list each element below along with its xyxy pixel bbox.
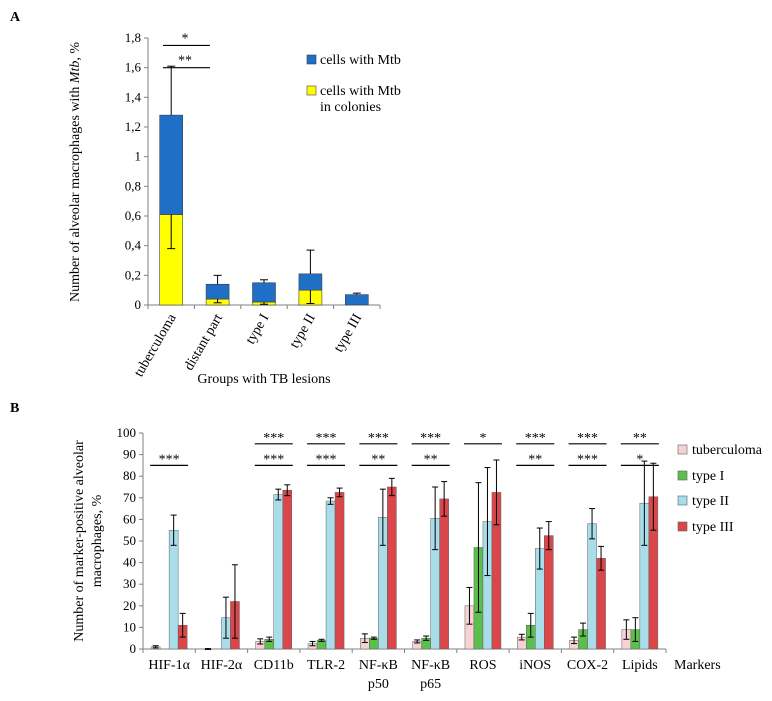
b-y-tick-label: 20 (123, 598, 136, 613)
a-y-tick-label: 1,6 (125, 60, 142, 75)
b-y-tick-label: 50 (123, 533, 136, 548)
b-y-axis-label-line2: macrophages, % (90, 494, 105, 587)
a-bar-mtb (298, 273, 323, 291)
panel-b-label: B (10, 401, 19, 416)
b-category-label: NF-κB (359, 658, 398, 673)
a-legend-swatch (306, 54, 317, 65)
b-bar (325, 500, 336, 650)
a-legend-label: cells with Mtb (320, 53, 401, 68)
b-category-label: iNOS (519, 658, 551, 673)
b-category-label: Lipids (622, 658, 658, 673)
a-significance-label: ** (178, 54, 192, 69)
b-significance-label: *** (420, 431, 441, 446)
a-y-tick-label: 1 (135, 149, 142, 164)
b-category-label: COX-2 (567, 658, 608, 673)
b-bar (587, 523, 597, 650)
b-category-label: HIF-1α (148, 658, 190, 673)
a-y-tick-label: 0,8 (125, 178, 141, 193)
b-y-tick-label: 0 (130, 641, 137, 656)
b-legend-label: type I (692, 469, 725, 484)
a-bar-mtb (205, 283, 230, 300)
b-bar (439, 498, 449, 650)
b-y-tick-label: 70 (123, 490, 136, 505)
b-significance-label: *** (577, 452, 598, 467)
b-legend-swatch (677, 470, 688, 481)
b-significance-label: *** (263, 452, 284, 467)
b-significance-label: ** (528, 452, 542, 467)
b-bar (544, 535, 554, 650)
a-category-label: type III (331, 311, 365, 355)
a-bar-mtb (159, 114, 183, 215)
b-category-label-line2: p50 (368, 677, 389, 692)
b-significance-label: * (636, 452, 643, 467)
a-category-label: type I (243, 311, 272, 347)
a-x-axis-label: Groups with TB lesions (197, 372, 330, 387)
a-y-axis-label: Number of alveolar macrophages with Mtb,… (68, 42, 83, 302)
b-bar (387, 486, 397, 650)
a-y-tick-label: 1,4 (125, 89, 142, 104)
b-legend-label: type II (692, 494, 729, 509)
a-y-tick-label: 0,6 (125, 208, 142, 223)
b-significance-label: * (479, 431, 486, 446)
b-y-tick-label: 90 (123, 447, 136, 462)
b-y-tick-label: 30 (123, 576, 136, 591)
b-category-label-line2: p65 (420, 677, 441, 692)
b-y-tick-label: 80 (123, 468, 136, 483)
b-legend-swatch (677, 495, 688, 506)
b-significance-label: ** (633, 431, 647, 446)
a-y-tick-label: 1,8 (125, 30, 141, 45)
b-y-tick-label: 40 (123, 555, 136, 570)
b-significance-label: *** (316, 431, 337, 446)
b-legend-label: tuberculoma (692, 443, 763, 458)
b-category-label: ROS (469, 658, 496, 673)
b-significance-label: ** (424, 452, 438, 467)
b-significance-label: *** (159, 452, 180, 467)
panel-a-label: A (10, 10, 21, 25)
b-bar (596, 558, 606, 650)
a-legend-label: cells with Mtb (320, 84, 401, 99)
a-category-label: tuberculoma (132, 311, 180, 380)
b-category-label: NF-κB (411, 658, 450, 673)
b-legend-label: type III (692, 520, 734, 535)
a-bar-mtb (344, 294, 369, 306)
b-bar (273, 494, 283, 650)
b-significance-label: *** (368, 431, 389, 446)
b-bar (282, 489, 292, 650)
b-bar (369, 637, 379, 650)
a-category-label: type II (287, 311, 319, 351)
a-y-tick-label: 0,4 (125, 238, 142, 253)
b-x-axis-label: Markers (674, 658, 721, 673)
a-legend-swatch (306, 85, 317, 96)
panel-a-chart: A 0 0,2 0,4 0,6 0,8 1 1,2 1,4 1,6 1,8 tuberculoma di… (10, 10, 401, 387)
a-significance-label: * (182, 31, 189, 46)
a-y-tick-label: 1,2 (125, 119, 141, 134)
b-y-tick-label: 60 (123, 511, 136, 526)
a-legend-label-line2: in colonies (320, 100, 381, 115)
b-legend-swatch (677, 521, 688, 532)
b-y-tick-label: 10 (123, 619, 136, 634)
b-category-label: HIF-2α (201, 658, 243, 673)
b-category-label: TLR-2 (307, 658, 345, 673)
b-bar (168, 529, 179, 650)
b-bar (334, 492, 345, 650)
a-y-tick-label: 0,2 (125, 267, 141, 282)
a-category-label: distant part (182, 311, 226, 373)
b-y-axis-label-line1: Number of marker-positive alveolar (72, 440, 87, 642)
b-significance-label: *** (316, 452, 337, 467)
a-bar-mtb (252, 282, 276, 303)
b-significance-label: *** (577, 431, 598, 446)
b-y-tick-label: 100 (117, 425, 137, 440)
b-category-label: CD11b (254, 658, 294, 673)
b-significance-label: *** (525, 431, 546, 446)
b-legend-swatch (677, 444, 688, 455)
b-significance-label: *** (263, 431, 284, 446)
a-y-tick-label: 0 (135, 297, 142, 312)
b-significance-label: ** (371, 452, 385, 467)
